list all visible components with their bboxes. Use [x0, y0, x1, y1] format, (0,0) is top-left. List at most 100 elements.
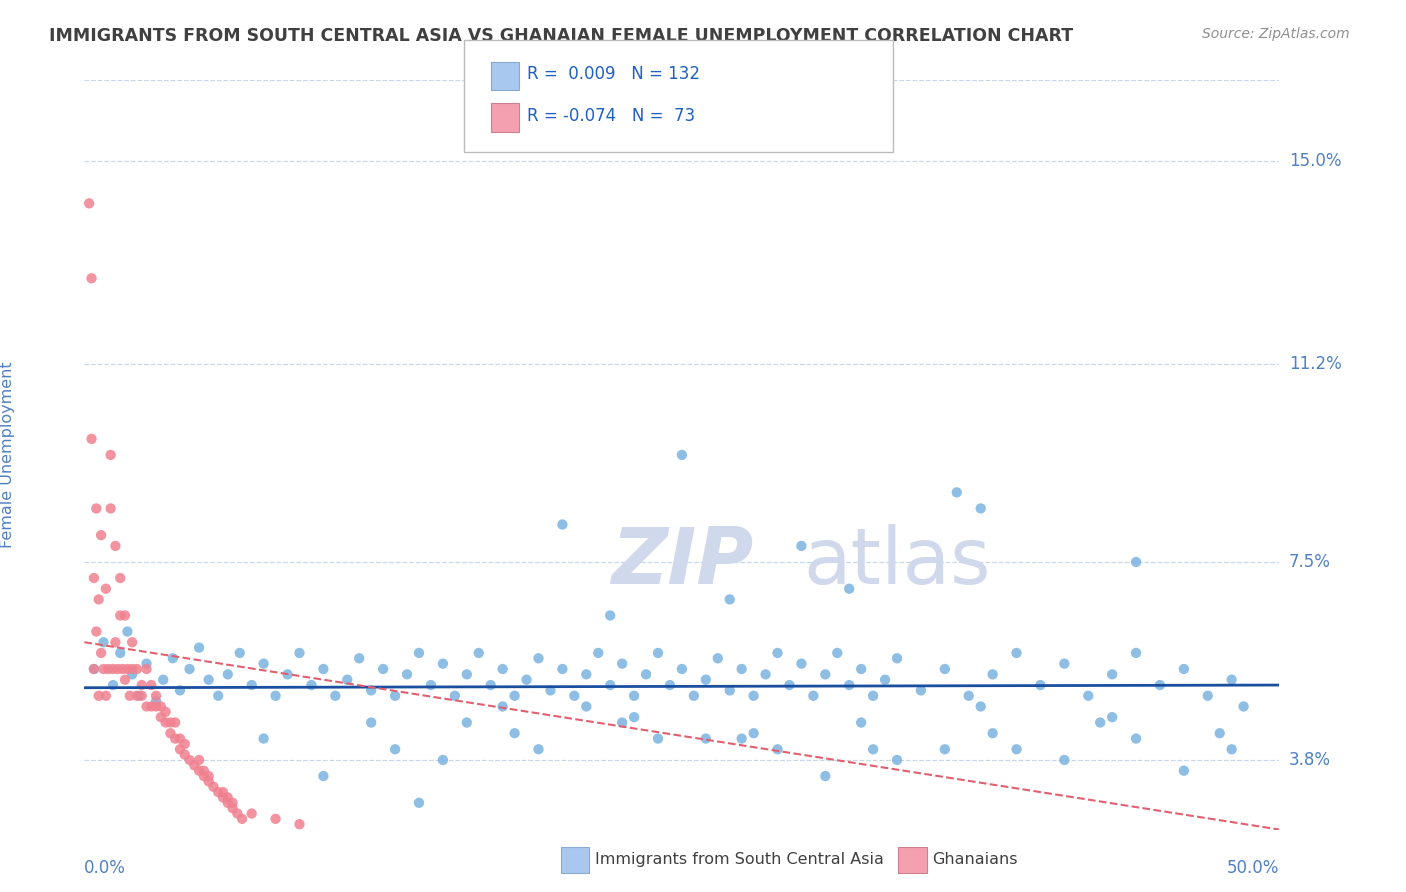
Point	[165, 731, 187, 746]
Point	[104, 635, 127, 649]
Point	[93, 635, 115, 649]
Text: 0.0%: 0.0%	[84, 859, 127, 877]
Point	[183, 758, 205, 772]
Point	[360, 683, 382, 698]
Point	[551, 662, 574, 676]
Point	[264, 812, 287, 826]
Point	[188, 640, 211, 655]
Point	[312, 662, 335, 676]
Point	[155, 715, 177, 730]
Point	[87, 592, 110, 607]
Point	[301, 678, 323, 692]
Point	[104, 539, 127, 553]
Point	[540, 683, 562, 698]
Point	[197, 673, 219, 687]
Point	[432, 753, 454, 767]
Point	[155, 705, 177, 719]
Point	[623, 689, 645, 703]
Point	[336, 673, 359, 687]
Point	[188, 764, 211, 778]
Point	[373, 662, 395, 676]
Point	[117, 662, 139, 676]
Point	[193, 769, 215, 783]
Point	[83, 662, 105, 676]
Point	[86, 501, 108, 516]
Point	[588, 646, 610, 660]
Point	[432, 657, 454, 671]
Point	[1090, 715, 1112, 730]
Point	[217, 796, 239, 810]
Point	[1005, 742, 1028, 756]
Point	[173, 747, 195, 762]
Point	[1101, 710, 1123, 724]
Point	[141, 699, 163, 714]
Point	[492, 662, 515, 676]
Point	[94, 689, 117, 703]
Point	[718, 592, 741, 607]
Point	[1005, 646, 1028, 660]
Point	[503, 726, 526, 740]
Point	[779, 678, 801, 692]
Point	[981, 726, 1004, 740]
Point	[117, 624, 139, 639]
Point	[114, 673, 136, 687]
Point	[165, 715, 187, 730]
Text: R =  0.009   N = 132: R = 0.009 N = 132	[527, 65, 700, 83]
Point	[384, 742, 406, 756]
Point	[94, 582, 117, 596]
Text: 11.2%: 11.2%	[1289, 355, 1341, 373]
Point	[1209, 726, 1232, 740]
Point	[221, 796, 243, 810]
Point	[107, 662, 129, 676]
Point	[253, 731, 276, 746]
Point	[277, 667, 299, 681]
Point	[1053, 753, 1076, 767]
Point	[169, 731, 191, 746]
Point	[80, 271, 103, 285]
Point	[179, 753, 201, 767]
Point	[110, 571, 132, 585]
Point	[384, 689, 406, 703]
Point	[231, 812, 253, 826]
Point	[1101, 667, 1123, 681]
Point	[862, 689, 884, 703]
Point	[790, 539, 813, 553]
Point	[575, 667, 598, 681]
Point	[636, 667, 658, 681]
Point	[564, 689, 586, 703]
Point	[970, 501, 993, 516]
Point	[492, 699, 515, 714]
Point	[80, 432, 103, 446]
Point	[742, 726, 765, 740]
Point	[1220, 673, 1243, 687]
Point	[100, 448, 122, 462]
Point	[827, 646, 849, 660]
Point	[707, 651, 730, 665]
Point	[125, 662, 148, 676]
Point	[162, 651, 184, 665]
Point	[325, 689, 347, 703]
Point	[408, 646, 430, 660]
Point	[1125, 646, 1147, 660]
Point	[1173, 662, 1195, 676]
Point	[851, 715, 873, 730]
Point	[169, 742, 191, 756]
Point	[149, 710, 172, 724]
Point	[790, 657, 813, 671]
Point	[1077, 689, 1099, 703]
Point	[110, 608, 132, 623]
Text: 50.0%: 50.0%	[1227, 859, 1279, 877]
Point	[934, 742, 956, 756]
Point	[718, 683, 741, 698]
Point	[121, 667, 143, 681]
Point	[90, 528, 112, 542]
Point	[910, 683, 932, 698]
Point	[118, 689, 141, 703]
Point	[145, 694, 167, 708]
Point	[981, 667, 1004, 681]
Point	[1220, 742, 1243, 756]
Point	[90, 646, 112, 660]
Text: 3.8%: 3.8%	[1289, 751, 1331, 769]
Point	[173, 737, 195, 751]
Point	[125, 689, 148, 703]
